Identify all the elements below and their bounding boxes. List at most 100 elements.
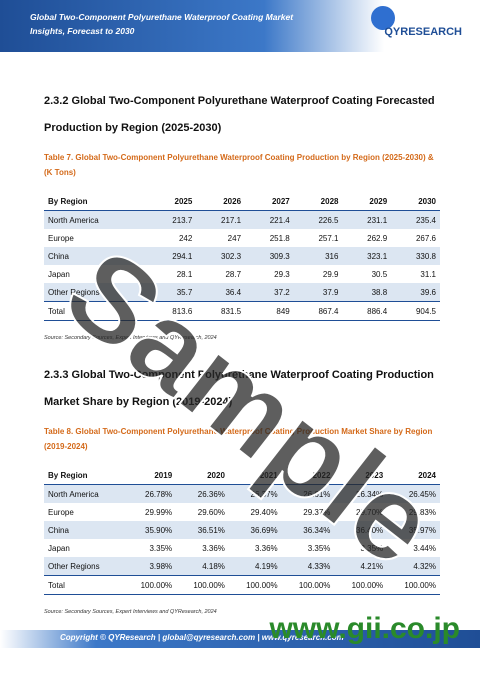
table-cell: 26.45% — [387, 484, 440, 503]
table-cell: 309.3 — [245, 247, 294, 265]
table-cell: 35.97% — [387, 521, 440, 539]
table-cell: 4.32% — [387, 557, 440, 576]
table-cell: 30.5 — [371, 269, 388, 279]
table-cell: 4.33% — [281, 557, 335, 576]
table-cell: 36.40% — [334, 521, 388, 539]
table-cell: 100.00% — [228, 575, 282, 595]
table-cell: 251.8 — [269, 233, 290, 243]
table-cell: 242 — [178, 233, 193, 243]
table-cell: Other Regions — [44, 283, 148, 302]
table-cell: 31.1 — [420, 269, 436, 279]
table-cell: 3.36% — [202, 543, 225, 553]
table-cell: 235.4 — [391, 210, 440, 229]
header-cell: 2029 — [342, 192, 392, 211]
logo: QYRESEARCH — [384, 26, 462, 38]
header-cell: 2024 — [387, 466, 440, 485]
table-cell: 221.4 — [245, 210, 294, 229]
footer-banner: Copyright © QYResearch | global@qyresear… — [0, 630, 480, 648]
table-cell: Total — [44, 301, 148, 321]
table-cell: 35.90% — [123, 521, 177, 539]
table-cell: 36.34% — [281, 521, 335, 539]
table-row: Other Regions 3.98% 4.18% 4.19% 4.33% 4.21% 4.… — [44, 557, 440, 576]
table-caption: Table 8. Global Two-Component Polyuretha… — [44, 427, 433, 451]
table-row: Japan 3.35% 3.36% 3.36% 3.35% 3.35% 3.44% — [44, 539, 440, 557]
table-cell: 100.00% — [281, 575, 335, 595]
table-cell: 26.37% — [228, 484, 282, 503]
table-row: North America 26.78% 26.36% 26.37% 26.61% 26.… — [44, 484, 440, 503]
table-cell: 849 — [245, 301, 294, 321]
table-cell: 4.19% — [228, 557, 282, 576]
header-cell: 2027 — [245, 192, 294, 211]
table-cell: 29.37% — [303, 507, 331, 517]
table-row: North America 213.7 217.1 221.4 226.5 231.1 23… — [44, 210, 440, 229]
data-table: By Region 2019 2020 2021 2022 2023 2024 North A… — [44, 466, 440, 595]
table-row: Japan 28.1 28.7 29.3 29.9 30.5 31.1 — [44, 265, 440, 283]
table-cell: 29.3 — [274, 269, 290, 279]
table-cell: 29.83% — [408, 507, 436, 517]
table-cell: China — [44, 521, 124, 539]
table-cell: 267.6 — [415, 233, 436, 243]
table-cell: 330.8 — [391, 247, 440, 265]
footer-text: Copyright © QYResearch | global@qyresear… — [60, 633, 344, 642]
header-cell: 2026 — [196, 192, 246, 211]
table-cell: 3.98% — [123, 557, 177, 576]
table-cell: 26.36% — [176, 484, 229, 503]
header-banner: Global Two-Component Polyurethane Waterp… — [0, 0, 480, 52]
header-cell: 2019 — [123, 466, 177, 485]
table-row: China 35.90% 36.51% 36.69% 36.34% 36.40% 35.97… — [44, 521, 440, 539]
source-note: Source: Secondary Sources, Expert Interv… — [44, 335, 217, 341]
table-cell: Japan — [48, 269, 70, 279]
table-cell: 29.9 — [322, 269, 339, 279]
table-cell: 226.5 — [293, 210, 343, 229]
section: 2.3.3 Global Two-Component Polyurethane … — [44, 362, 440, 615]
table-cell: North America — [44, 484, 124, 503]
header-cell: 2025 — [147, 192, 197, 211]
table-row: China 294.1 302.3 309.3 316 323.1 330.8 — [44, 247, 440, 265]
header-cell: 2023 — [334, 466, 388, 485]
table-cell: 904.5 — [391, 301, 440, 321]
table-cell: 36.51% — [176, 521, 229, 539]
section-heading: 2.3.2 Global Two-Component Polyurethane … — [44, 95, 435, 134]
table-row: Europe 242 247 251.8 257.1 262.9 267.6 — [44, 229, 440, 247]
table-cell: 37.9 — [293, 283, 343, 302]
table-cell: 3.36% — [254, 543, 278, 553]
table-cell: 302.3 — [196, 247, 246, 265]
table-cell: 100.00% — [123, 575, 177, 595]
table-cell: 29.40% — [250, 507, 278, 517]
table-cell: 217.1 — [196, 210, 246, 229]
header-cell: 2028 — [293, 192, 343, 211]
table-cell: 4.18% — [176, 557, 229, 576]
table-cell: China — [44, 247, 148, 265]
table-cell: 37.2 — [245, 283, 294, 302]
table-cell: 323.1 — [342, 247, 392, 265]
header-cell: By Region — [44, 466, 124, 485]
site-watermark: www.gii.co.jp — [269, 612, 460, 645]
header-cell: 2022 — [281, 466, 335, 485]
table-cell: 29.99% — [145, 507, 173, 517]
table-cell: Japan — [48, 543, 70, 553]
table-cell: 3.35% — [149, 543, 173, 553]
header-title: Global Two-Component Polyurethane Waterp… — [30, 12, 294, 36]
table-cell: 3.35% — [307, 543, 331, 553]
section: 2.3.2 Global Two-Component Polyurethane … — [44, 88, 440, 341]
logo-icon — [371, 6, 395, 30]
table-cell: 4.21% — [334, 557, 388, 576]
header-cell: By Region — [44, 192, 148, 211]
table-cell: 100.00% — [387, 575, 440, 595]
header-cell: 2021 — [228, 466, 282, 485]
table-cell: 100.00% — [334, 575, 388, 595]
source-note: Source: Secondary Sources, Expert Interv… — [44, 609, 217, 615]
table-cell: 39.6 — [391, 283, 440, 302]
table-cell: 28.1 — [176, 269, 193, 279]
header-cell: 2030 — [391, 192, 440, 211]
table-cell: 3.35% — [360, 543, 384, 553]
table-cell: 262.9 — [367, 233, 388, 243]
table-cell: 29.70% — [356, 507, 384, 517]
table-cell: 316 — [293, 247, 343, 265]
table-cell: 36.4 — [196, 283, 246, 302]
table-row: Europe 29.99% 29.60% 29.40% 29.37% 29.70% 29.8… — [44, 503, 440, 521]
table-row: Total 100.00% 100.00% 100.00% 100.00% 100.00%… — [44, 575, 440, 595]
table-header-row: By Region 2025 2026 2027 2028 2029 2030 — [44, 192, 440, 211]
table-cell: North America — [44, 210, 148, 229]
table-cell: 886.4 — [342, 301, 392, 321]
